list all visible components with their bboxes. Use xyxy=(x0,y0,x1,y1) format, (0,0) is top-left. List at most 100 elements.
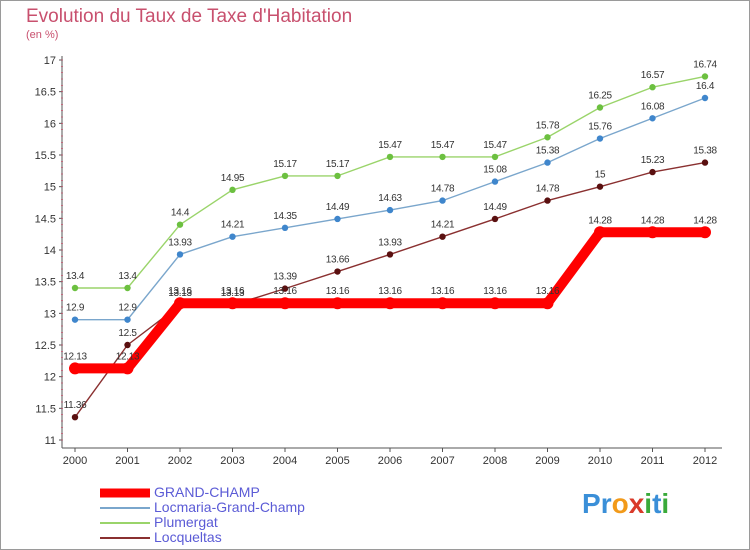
legend-swatch xyxy=(100,532,150,544)
data-label: 13.16 xyxy=(536,286,560,297)
legend-label: Plumergat xyxy=(154,514,218,530)
data-point xyxy=(176,251,184,258)
data-point xyxy=(701,73,709,80)
data-label: 12.5 xyxy=(118,328,137,339)
data-point xyxy=(384,297,396,310)
data-label: 16.08 xyxy=(641,101,665,112)
data-point xyxy=(491,153,499,161)
data-label: 16.25 xyxy=(588,91,612,102)
data-label: 11.36 xyxy=(64,400,88,411)
data-label: 14.95 xyxy=(221,173,245,184)
logo-letter: x xyxy=(628,488,645,519)
data-label: 12.9 xyxy=(118,303,137,314)
legend-label: GRAND-CHAMP xyxy=(154,484,260,500)
data-point xyxy=(124,316,131,323)
data-label: 13.4 xyxy=(118,271,137,282)
logo-letter: r xyxy=(600,488,612,519)
y-tick-label: 11.5 xyxy=(35,403,56,415)
data-point xyxy=(226,297,239,310)
data-point xyxy=(544,134,551,141)
data-label: 15.47 xyxy=(431,140,455,151)
data-point xyxy=(124,284,131,292)
y-tick-label: 16 xyxy=(44,118,56,130)
data-point xyxy=(701,94,709,102)
data-label: 13.16 xyxy=(483,286,507,297)
legend-item: Locmaria-Grand-Champ xyxy=(100,500,305,515)
data-label: 12.13 xyxy=(116,351,140,362)
data-label: 15.17 xyxy=(273,159,297,170)
data-label: 13.13 xyxy=(221,288,245,299)
data-label: 15.08 xyxy=(483,165,507,176)
data-point xyxy=(491,215,499,223)
data-point xyxy=(334,268,341,275)
data-label: 14.63 xyxy=(378,193,402,204)
x-tick-label: 2003 xyxy=(220,455,244,467)
x-tick-label: 2001 xyxy=(115,455,139,467)
logo-letter: i xyxy=(661,488,670,519)
data-label: 16.74 xyxy=(693,59,717,70)
data-label: 13.66 xyxy=(326,255,350,266)
x-tick-label: 2004 xyxy=(273,455,297,467)
data-label: 13.16 xyxy=(326,286,350,297)
x-tick-label: 2007 xyxy=(430,455,454,467)
chart-title: Evolution du Taux de Taxe d'Habitation xyxy=(26,6,353,27)
data-point xyxy=(176,221,184,228)
x-tick-label: 2010 xyxy=(588,455,612,467)
data-point xyxy=(439,233,446,240)
data-label: 15.76 xyxy=(588,122,612,133)
data-point xyxy=(596,183,604,190)
legend-label: Locmaria-Grand-Champ xyxy=(154,499,305,515)
data-point xyxy=(174,297,186,310)
data-point xyxy=(439,153,446,161)
data-label: 13.93 xyxy=(378,237,402,248)
y-tick-label: 12 xyxy=(44,372,56,384)
data-point xyxy=(594,226,606,239)
data-label: 13.4 xyxy=(66,271,85,282)
legend-item: Locqueltas xyxy=(100,530,305,545)
legend-swatch xyxy=(100,517,150,529)
data-point xyxy=(439,197,446,204)
data-point xyxy=(281,224,289,232)
legend-item: GRAND-CHAMP xyxy=(100,485,305,500)
data-point xyxy=(596,104,604,111)
data-label: 14.28 xyxy=(588,215,612,226)
data-point xyxy=(544,197,551,204)
logo-letter: t xyxy=(652,488,662,519)
x-tick-label: 2000 xyxy=(63,455,87,467)
y-tick-label: 12.5 xyxy=(35,340,56,352)
y-tick-label: 11 xyxy=(45,435,56,447)
data-point xyxy=(436,297,449,310)
data-label: 15.78 xyxy=(536,120,560,131)
logo-letter: o xyxy=(611,488,629,519)
data-point xyxy=(701,159,709,166)
data-point xyxy=(649,168,656,176)
y-tick-label: 14.5 xyxy=(35,213,56,225)
data-point xyxy=(541,297,554,310)
data-point xyxy=(71,414,79,421)
legend-item: Plumergat xyxy=(100,515,305,530)
x-tick-label: 2005 xyxy=(325,455,349,467)
data-label: 13.16 xyxy=(168,286,192,297)
y-tick-label: 15.5 xyxy=(35,150,56,162)
data-label: 13.13 xyxy=(168,288,192,299)
data-label: 13.39 xyxy=(273,272,297,283)
data-label: 14.28 xyxy=(641,215,665,226)
legend-swatch xyxy=(100,502,150,514)
data-point xyxy=(279,297,291,310)
data-point xyxy=(491,178,499,185)
data-point xyxy=(331,297,344,310)
data-point xyxy=(71,316,79,323)
data-point xyxy=(596,135,604,142)
data-label: 14.21 xyxy=(221,220,245,231)
line-chart: 11 11.5 12 12.5 13 13.5 14 14.5 15 15.5 16 16.5 17 20… xyxy=(35,55,722,467)
y-tick-label: 14 xyxy=(44,245,56,257)
x-tick-label: 2002 xyxy=(168,455,192,467)
x-tick-label: 2012 xyxy=(693,455,717,467)
legend-swatch xyxy=(100,487,150,499)
legend-label: Locqueltas xyxy=(154,529,222,545)
data-label: 14.21 xyxy=(431,220,455,231)
data-point xyxy=(334,172,341,180)
data-label: 13.16 xyxy=(221,286,245,297)
x-tick-label: 2011 xyxy=(641,455,665,467)
data-label: 15 xyxy=(595,170,606,181)
